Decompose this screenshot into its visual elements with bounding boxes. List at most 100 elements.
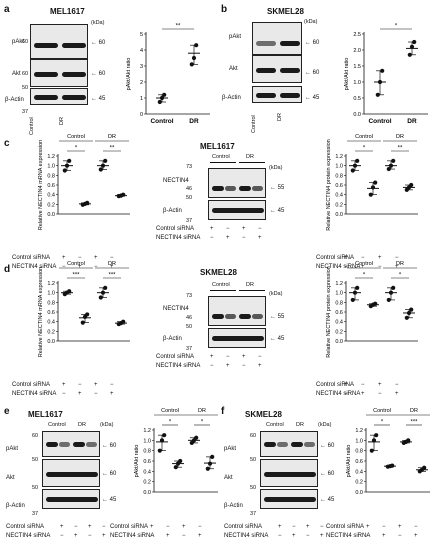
akt-label: Akt bbox=[229, 66, 238, 72]
data-point bbox=[352, 163, 358, 168]
sirna-sign: − bbox=[226, 226, 230, 232]
sirna-sign: + bbox=[414, 533, 418, 539]
bactin-label: β-Actin bbox=[6, 503, 25, 509]
y-axis-label: pAkt/Akt ratio bbox=[126, 58, 132, 91]
data-point bbox=[388, 163, 394, 168]
data-point bbox=[98, 295, 103, 300]
panel-a-title: MEL1617 bbox=[50, 7, 85, 16]
significance-mark: * bbox=[381, 420, 384, 426]
data-point bbox=[194, 435, 199, 440]
data-point bbox=[191, 55, 197, 61]
mw-50: 50 bbox=[250, 457, 257, 463]
data-point bbox=[178, 458, 183, 464]
blot-akt bbox=[252, 55, 302, 83]
arrow-60: ← 60 bbox=[320, 471, 335, 477]
sirna-sign: + bbox=[395, 391, 399, 397]
mw-50: 50 bbox=[32, 485, 39, 491]
mw-60: 60 bbox=[312, 70, 320, 76]
y-tick-label: 1.0 bbox=[143, 438, 151, 444]
y-tick-label: 0.6 bbox=[143, 459, 151, 465]
nectin4-sirna-label: NECTIN4 siRNA bbox=[316, 391, 361, 397]
y-tick-label: 0.6 bbox=[335, 183, 343, 189]
bactin-label: β-Actin bbox=[163, 208, 182, 214]
data-point bbox=[121, 319, 126, 324]
significance-mark: *** bbox=[108, 273, 116, 279]
lane-dr: DR bbox=[277, 113, 283, 121]
mw-60: 60 bbox=[109, 443, 117, 449]
group-label: DR bbox=[396, 134, 404, 140]
sirna-sign: − bbox=[60, 533, 64, 539]
lane-control: Control bbox=[29, 117, 35, 135]
data-point bbox=[103, 158, 108, 163]
y-tick-label: 4 bbox=[140, 48, 143, 54]
sirna-sign: + bbox=[166, 533, 170, 539]
blot-actin bbox=[208, 328, 266, 348]
control-sirna-label: Control siRNA bbox=[12, 382, 51, 388]
group-control: Control bbox=[266, 422, 284, 428]
sirna-sign: − bbox=[292, 524, 296, 530]
sirna-sign: − bbox=[78, 382, 82, 388]
data-point bbox=[390, 463, 395, 468]
sirna-sign: + bbox=[395, 264, 399, 270]
data-point bbox=[162, 433, 167, 438]
panel-d-title: SKMEL28 bbox=[200, 268, 237, 277]
data-point bbox=[422, 465, 427, 470]
data-point bbox=[377, 79, 383, 85]
y-tick-label: 1.0 bbox=[47, 164, 55, 170]
significance-mark: * bbox=[201, 420, 204, 426]
chart-e: 0.0 0.2 0.4 0.6 0.8 1.0 1.2 pAkt/Akt ratio Contr… bbox=[134, 408, 218, 496]
nectin4-sirna-label: NECTIN4 siRNA bbox=[326, 533, 371, 539]
data-point bbox=[386, 297, 391, 303]
sirna-sign: − bbox=[398, 533, 402, 539]
group-label: Control bbox=[67, 261, 85, 267]
sirna-sign: + bbox=[320, 533, 324, 539]
blot-pakt bbox=[260, 431, 318, 457]
mw-46: 46 bbox=[186, 186, 193, 192]
y-tick-label: 1 bbox=[140, 96, 143, 102]
arrow-45: ← 45 bbox=[320, 497, 335, 503]
sirna-sign: − bbox=[102, 524, 106, 530]
sirna-sign: − bbox=[395, 382, 399, 388]
panel-a-label: a bbox=[4, 4, 10, 15]
y-tick-label: 1.0 bbox=[353, 80, 361, 86]
arrow-45: ← 45 bbox=[102, 497, 117, 503]
data-point bbox=[67, 289, 72, 294]
data-point bbox=[391, 285, 396, 290]
lane-control: Control bbox=[251, 115, 257, 133]
control-sirna-label: Control siRNA bbox=[110, 524, 149, 530]
panel-e-label: e bbox=[4, 406, 10, 417]
sirna-sign: − bbox=[242, 363, 246, 369]
sirna-sign: − bbox=[210, 235, 214, 241]
sirna-sign: − bbox=[395, 255, 399, 261]
y-tick-label: 0.0 bbox=[47, 339, 55, 345]
sirna-sign: + bbox=[378, 255, 382, 261]
arrow-45: ← 45 bbox=[91, 96, 106, 102]
mw-60: 60 bbox=[250, 433, 257, 439]
sirna-sign: + bbox=[74, 533, 78, 539]
sirna-sign: + bbox=[226, 363, 230, 369]
panel-e-title: MEL1617 bbox=[28, 410, 63, 419]
y-tick-label: 1.0 bbox=[335, 164, 343, 170]
blot-actin bbox=[208, 200, 266, 220]
group-label: Control bbox=[67, 134, 85, 140]
nectin4-label: NECTIN4 bbox=[163, 178, 189, 184]
sirna-sign: + bbox=[306, 524, 310, 530]
significance-mark: * bbox=[395, 24, 398, 30]
sirna-sign: − bbox=[226, 354, 230, 360]
blot-nectin4 bbox=[208, 296, 266, 326]
blot-actin bbox=[252, 86, 302, 103]
y-tick-label: 3 bbox=[140, 64, 143, 70]
sirna-sign: − bbox=[414, 524, 418, 530]
mw-50: 50 bbox=[22, 85, 29, 91]
sirna-sign: + bbox=[382, 533, 386, 539]
group-dr: DR bbox=[246, 282, 254, 288]
mw-45: 45 bbox=[277, 336, 285, 342]
panel-d-label: d bbox=[4, 264, 11, 275]
data-point bbox=[159, 438, 165, 443]
sirna-sign: − bbox=[320, 524, 324, 530]
data-point bbox=[207, 461, 213, 466]
sirna-sign: + bbox=[210, 354, 214, 360]
control-sirna-label: Control siRNA bbox=[156, 354, 195, 360]
significance-mark: ** bbox=[110, 146, 115, 152]
data-point bbox=[62, 168, 67, 173]
